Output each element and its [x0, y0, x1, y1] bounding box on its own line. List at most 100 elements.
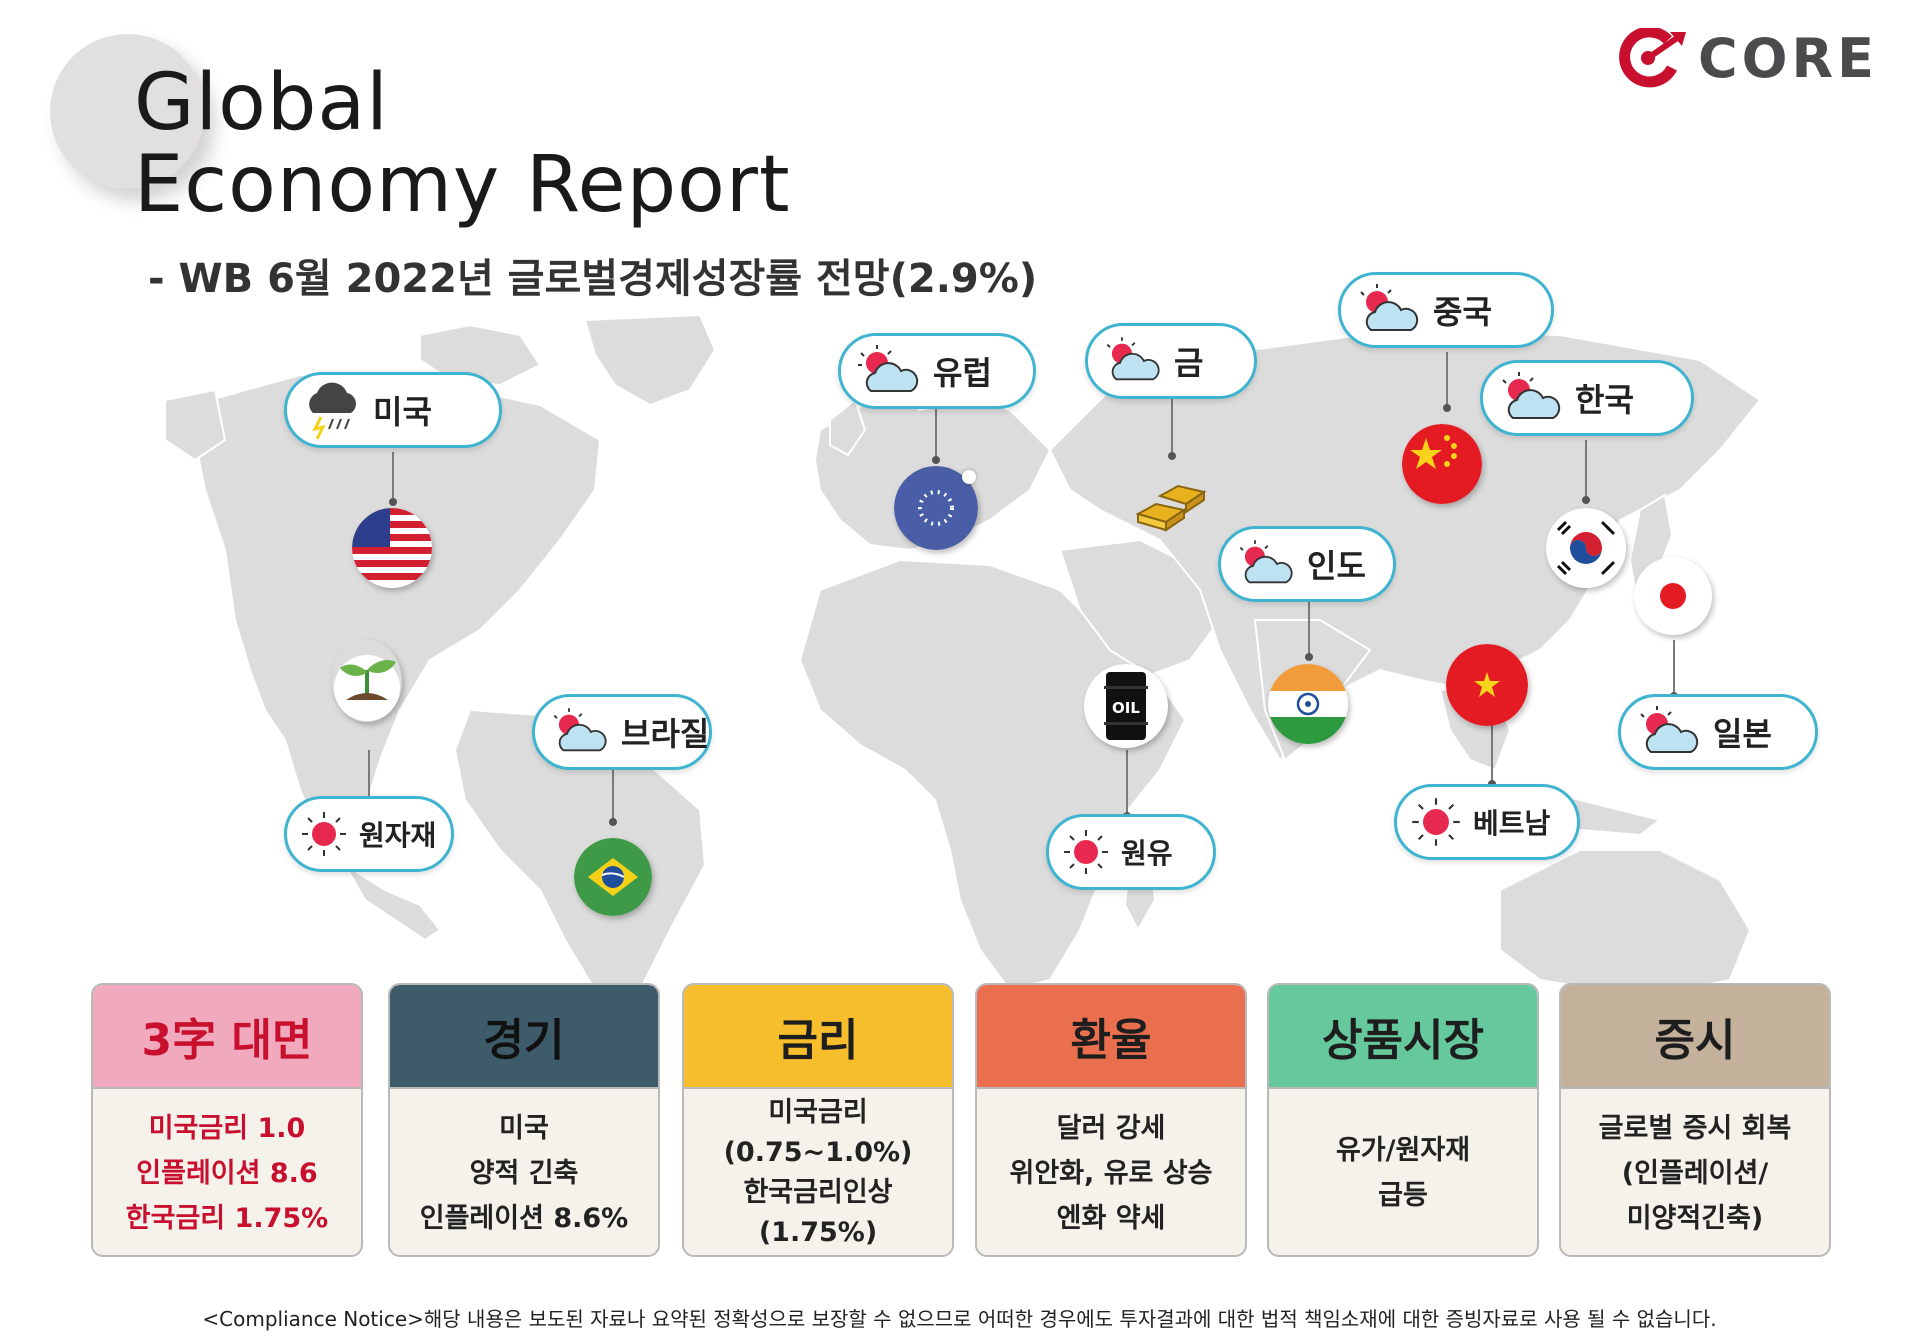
card-interest-rate: 금리 미국금리 (0.75~1.0%) 한국금리인상 (1.75%) — [682, 983, 954, 1257]
partly-cloudy-icon — [1502, 372, 1561, 419]
india-flag-icon — [1268, 664, 1348, 744]
label-brazil: 브라질 — [532, 694, 712, 770]
storm-cloud-icon — [309, 382, 356, 440]
label-china-text: 중국 — [1433, 293, 1492, 331]
card-title: 증시 — [1561, 985, 1829, 1089]
brazil-flag-icon — [574, 838, 652, 916]
sun-icon — [302, 812, 346, 856]
leader-china — [1443, 352, 1451, 412]
label-japan-text: 일본 — [1713, 715, 1772, 753]
partly-cloudy-icon — [1239, 540, 1293, 584]
card-title: 3字 대면 — [93, 985, 361, 1089]
card-line: 미국금리 1.0 — [148, 1112, 306, 1144]
usa-flag-icon — [352, 508, 432, 588]
card-line: (0.75~1.0%) — [723, 1137, 913, 1168]
card-triple-face: 3字 대면 미국금리 1.0 인플레이션 8.6 한국금리 1.75% — [91, 983, 363, 1257]
title-line-1: Global — [134, 58, 389, 148]
korea-flag-icon — [1546, 508, 1626, 588]
oil-barrel-icon: OIL — [1084, 664, 1168, 748]
card-line: 인플레이션 8.6% — [419, 1202, 629, 1234]
card-title: 환율 — [977, 985, 1245, 1089]
leader-europe — [932, 406, 940, 464]
card-body: 달러 강세 위안화, 유로 상승 엔화 약세 — [977, 1089, 1245, 1255]
leader-brazil — [609, 768, 617, 826]
label-gold: 금 — [1085, 323, 1257, 399]
partly-cloudy-icon — [1360, 284, 1419, 331]
label-india-text: 인도 — [1307, 547, 1366, 585]
card-line: 급등 — [1378, 1180, 1428, 1211]
oil-barrel-text: OIL — [1112, 699, 1140, 717]
card-line: 미국금리 — [768, 1097, 868, 1128]
card-line: 한국금리인상 — [743, 1177, 893, 1208]
card-line: (인플레이션/ — [1621, 1157, 1769, 1189]
card-title: 금리 — [684, 985, 952, 1089]
card-line: 미국 — [499, 1112, 549, 1144]
card-line: 한국금리 1.75% — [125, 1202, 329, 1234]
sun-icon — [1064, 830, 1108, 874]
leader-korea — [1582, 440, 1590, 504]
card-line: 엔화 약세 — [1056, 1202, 1166, 1234]
china-flag-icon — [1402, 424, 1482, 504]
leader-japan — [1670, 640, 1678, 700]
map-australia — [1499, 849, 1752, 990]
japan-flag-icon — [1634, 557, 1712, 635]
card-line: (1.75%) — [758, 1217, 878, 1248]
title-line-2: Economy Report — [134, 140, 791, 230]
label-india: 인도 — [1218, 526, 1396, 602]
card-line: 위안화, 유로 상승 — [1009, 1157, 1213, 1189]
label-korea-text: 한국 — [1575, 381, 1634, 419]
map-central-america — [344, 864, 442, 942]
label-japan: 일본 — [1618, 694, 1818, 770]
label-korea: 한국 — [1480, 360, 1694, 436]
card-line: 유가/원자재 — [1335, 1135, 1471, 1166]
core-logo-icon — [1619, 28, 1686, 88]
label-china: 중국 — [1338, 272, 1554, 348]
sprout-icon — [334, 655, 400, 721]
map-north-america — [193, 373, 602, 867]
core-logo: CORE — [1618, 26, 1879, 90]
card-title: 상품시장 — [1269, 985, 1537, 1089]
map-alaska — [164, 388, 227, 462]
label-gold-text: 금 — [1174, 344, 1204, 382]
card-commodity-market: 상품시장 유가/원자재 급등 — [1267, 983, 1539, 1257]
leader-gold — [1168, 390, 1176, 460]
leader-oil — [1123, 750, 1131, 820]
label-vietnam-text: 베트남 — [1473, 807, 1551, 840]
card-title: 경기 — [390, 985, 658, 1089]
label-commodities: 원자재 — [284, 796, 454, 872]
label-commodities-text: 원자재 — [359, 819, 437, 852]
leader-vietnam — [1488, 724, 1496, 788]
card-body: 글로벌 증시 회복 (인플레이션/ 미양적긴축) — [1561, 1089, 1829, 1255]
card-body: 미국금리 1.0 인플레이션 8.6 한국금리 1.75% — [93, 1089, 361, 1255]
card-line: 달러 강세 — [1056, 1112, 1166, 1144]
sun-icon — [1412, 798, 1460, 846]
compliance-notice: <Compliance Notice>해당 내용은 보도된 자료나 요약된 정확… — [202, 1307, 1717, 1331]
map-canada-islands — [419, 323, 542, 387]
label-europe: 유럽 — [838, 333, 1036, 409]
card-line: 미양적긴축) — [1626, 1202, 1764, 1234]
gold-bars-icon — [1135, 484, 1207, 532]
eu-flag-icon — [894, 466, 978, 550]
card-exchange-rate: 환율 달러 강세 위안화, 유로 상승 엔화 약세 — [975, 983, 1247, 1257]
card-line: 인플레이션 8.6 — [136, 1157, 318, 1189]
partly-cloudy-icon — [1106, 337, 1160, 381]
logo-text: CORE — [1698, 26, 1879, 90]
card-body: 미국금리 (0.75~1.0%) 한국금리인상 (1.75%) — [684, 1089, 952, 1255]
label-oil-text: 원유 — [1121, 837, 1173, 870]
partly-cloudy-icon — [553, 708, 607, 752]
card-stock-market: 증시 글로벌 증시 회복 (인플레이션/ 미양적긴축) — [1559, 983, 1831, 1257]
label-usa-text: 미국 — [373, 393, 432, 431]
card-economy: 경기 미국 양적 긴축 인플레이션 8.6% — [388, 983, 660, 1257]
page-subtitle: - WB 6월 2022년 글로벌경제성장률 전망(2.9%) — [148, 256, 1038, 302]
card-line: 글로벌 증시 회복 — [1598, 1112, 1792, 1144]
label-europe-text: 유럽 — [933, 354, 992, 392]
label-vietnam: 베트남 — [1394, 784, 1580, 860]
leader-india — [1305, 593, 1313, 661]
world-map — [164, 313, 1762, 990]
partly-cloudy-icon — [858, 345, 919, 392]
card-body: 유가/원자재 급등 — [1269, 1089, 1537, 1255]
map-middle-east — [1058, 538, 1222, 677]
map-greenland — [583, 313, 717, 407]
card-body: 미국 양적 긴축 인플레이션 8.6% — [390, 1089, 658, 1255]
decorative-circle — [50, 34, 205, 189]
